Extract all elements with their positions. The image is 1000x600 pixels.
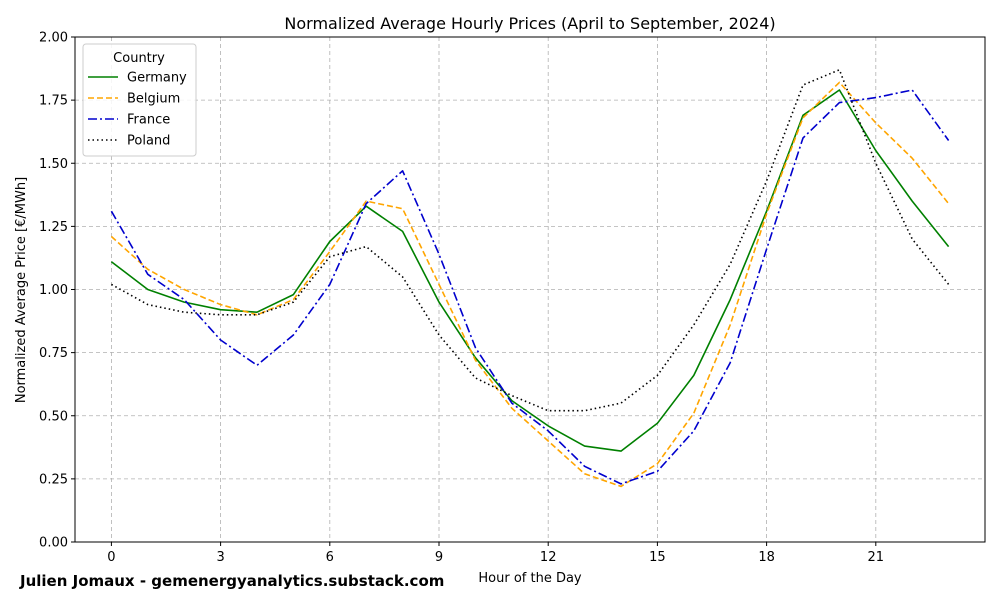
- y-tick-label: 0.25: [39, 472, 68, 487]
- x-axis-ticks: 0 3 6 9 12 15 18 21: [107, 542, 884, 565]
- grid: [75, 36, 985, 543]
- legend-entries: Germany Belgium France Poland: [88, 71, 187, 149]
- x-tick-label: 0: [107, 550, 115, 565]
- y-tick-label: 0.00: [39, 536, 68, 551]
- legend: Country Germany Belgium France Poland: [82, 43, 197, 157]
- y-tick-label: 1.75: [39, 94, 68, 109]
- x-tick-label: 6: [326, 550, 334, 565]
- legend-title: Country: [113, 51, 165, 66]
- series-line-germany: [110, 89, 950, 452]
- series-line-belgium: [110, 81, 950, 488]
- chart-title: Normalized Average Hourly Prices (April …: [284, 14, 775, 33]
- x-tick-label: 9: [435, 550, 443, 565]
- y-axis-label: Normalized Average Price [€/MWh]: [14, 177, 29, 403]
- x-tick-label: 3: [216, 550, 224, 565]
- series-line-france: [110, 89, 950, 485]
- legend-label-belgium: Belgium: [127, 92, 180, 107]
- series-lines: [110, 69, 950, 488]
- x-tick-label: 15: [649, 550, 666, 565]
- y-tick-label: 0.50: [39, 409, 68, 424]
- credit-text: Julien Jomaux - gemenergyanalytics.subst…: [20, 572, 445, 590]
- legend-label-poland: Poland: [127, 134, 170, 149]
- x-axis-label: Hour of the Day: [478, 571, 582, 586]
- y-tick-label: 2.00: [39, 31, 68, 46]
- y-tick-label: 1.25: [39, 220, 68, 235]
- legend-box: [82, 43, 197, 157]
- legend-label-germany: Germany: [127, 71, 187, 86]
- x-tick-label: 12: [540, 550, 557, 565]
- series-line-poland: [111, 69, 950, 412]
- y-axis-ticks: 0.00 0.25 0.50 0.75 1.00 1.25 1.50 1.75 2.00: [39, 31, 75, 551]
- y-tick-label: 1.50: [39, 157, 68, 172]
- legend-label-france: France: [127, 113, 170, 128]
- y-tick-label: 1.00: [39, 283, 68, 298]
- x-tick-label: 18: [758, 550, 775, 565]
- y-tick-label: 0.75: [39, 346, 68, 361]
- x-tick-label: 21: [868, 550, 885, 565]
